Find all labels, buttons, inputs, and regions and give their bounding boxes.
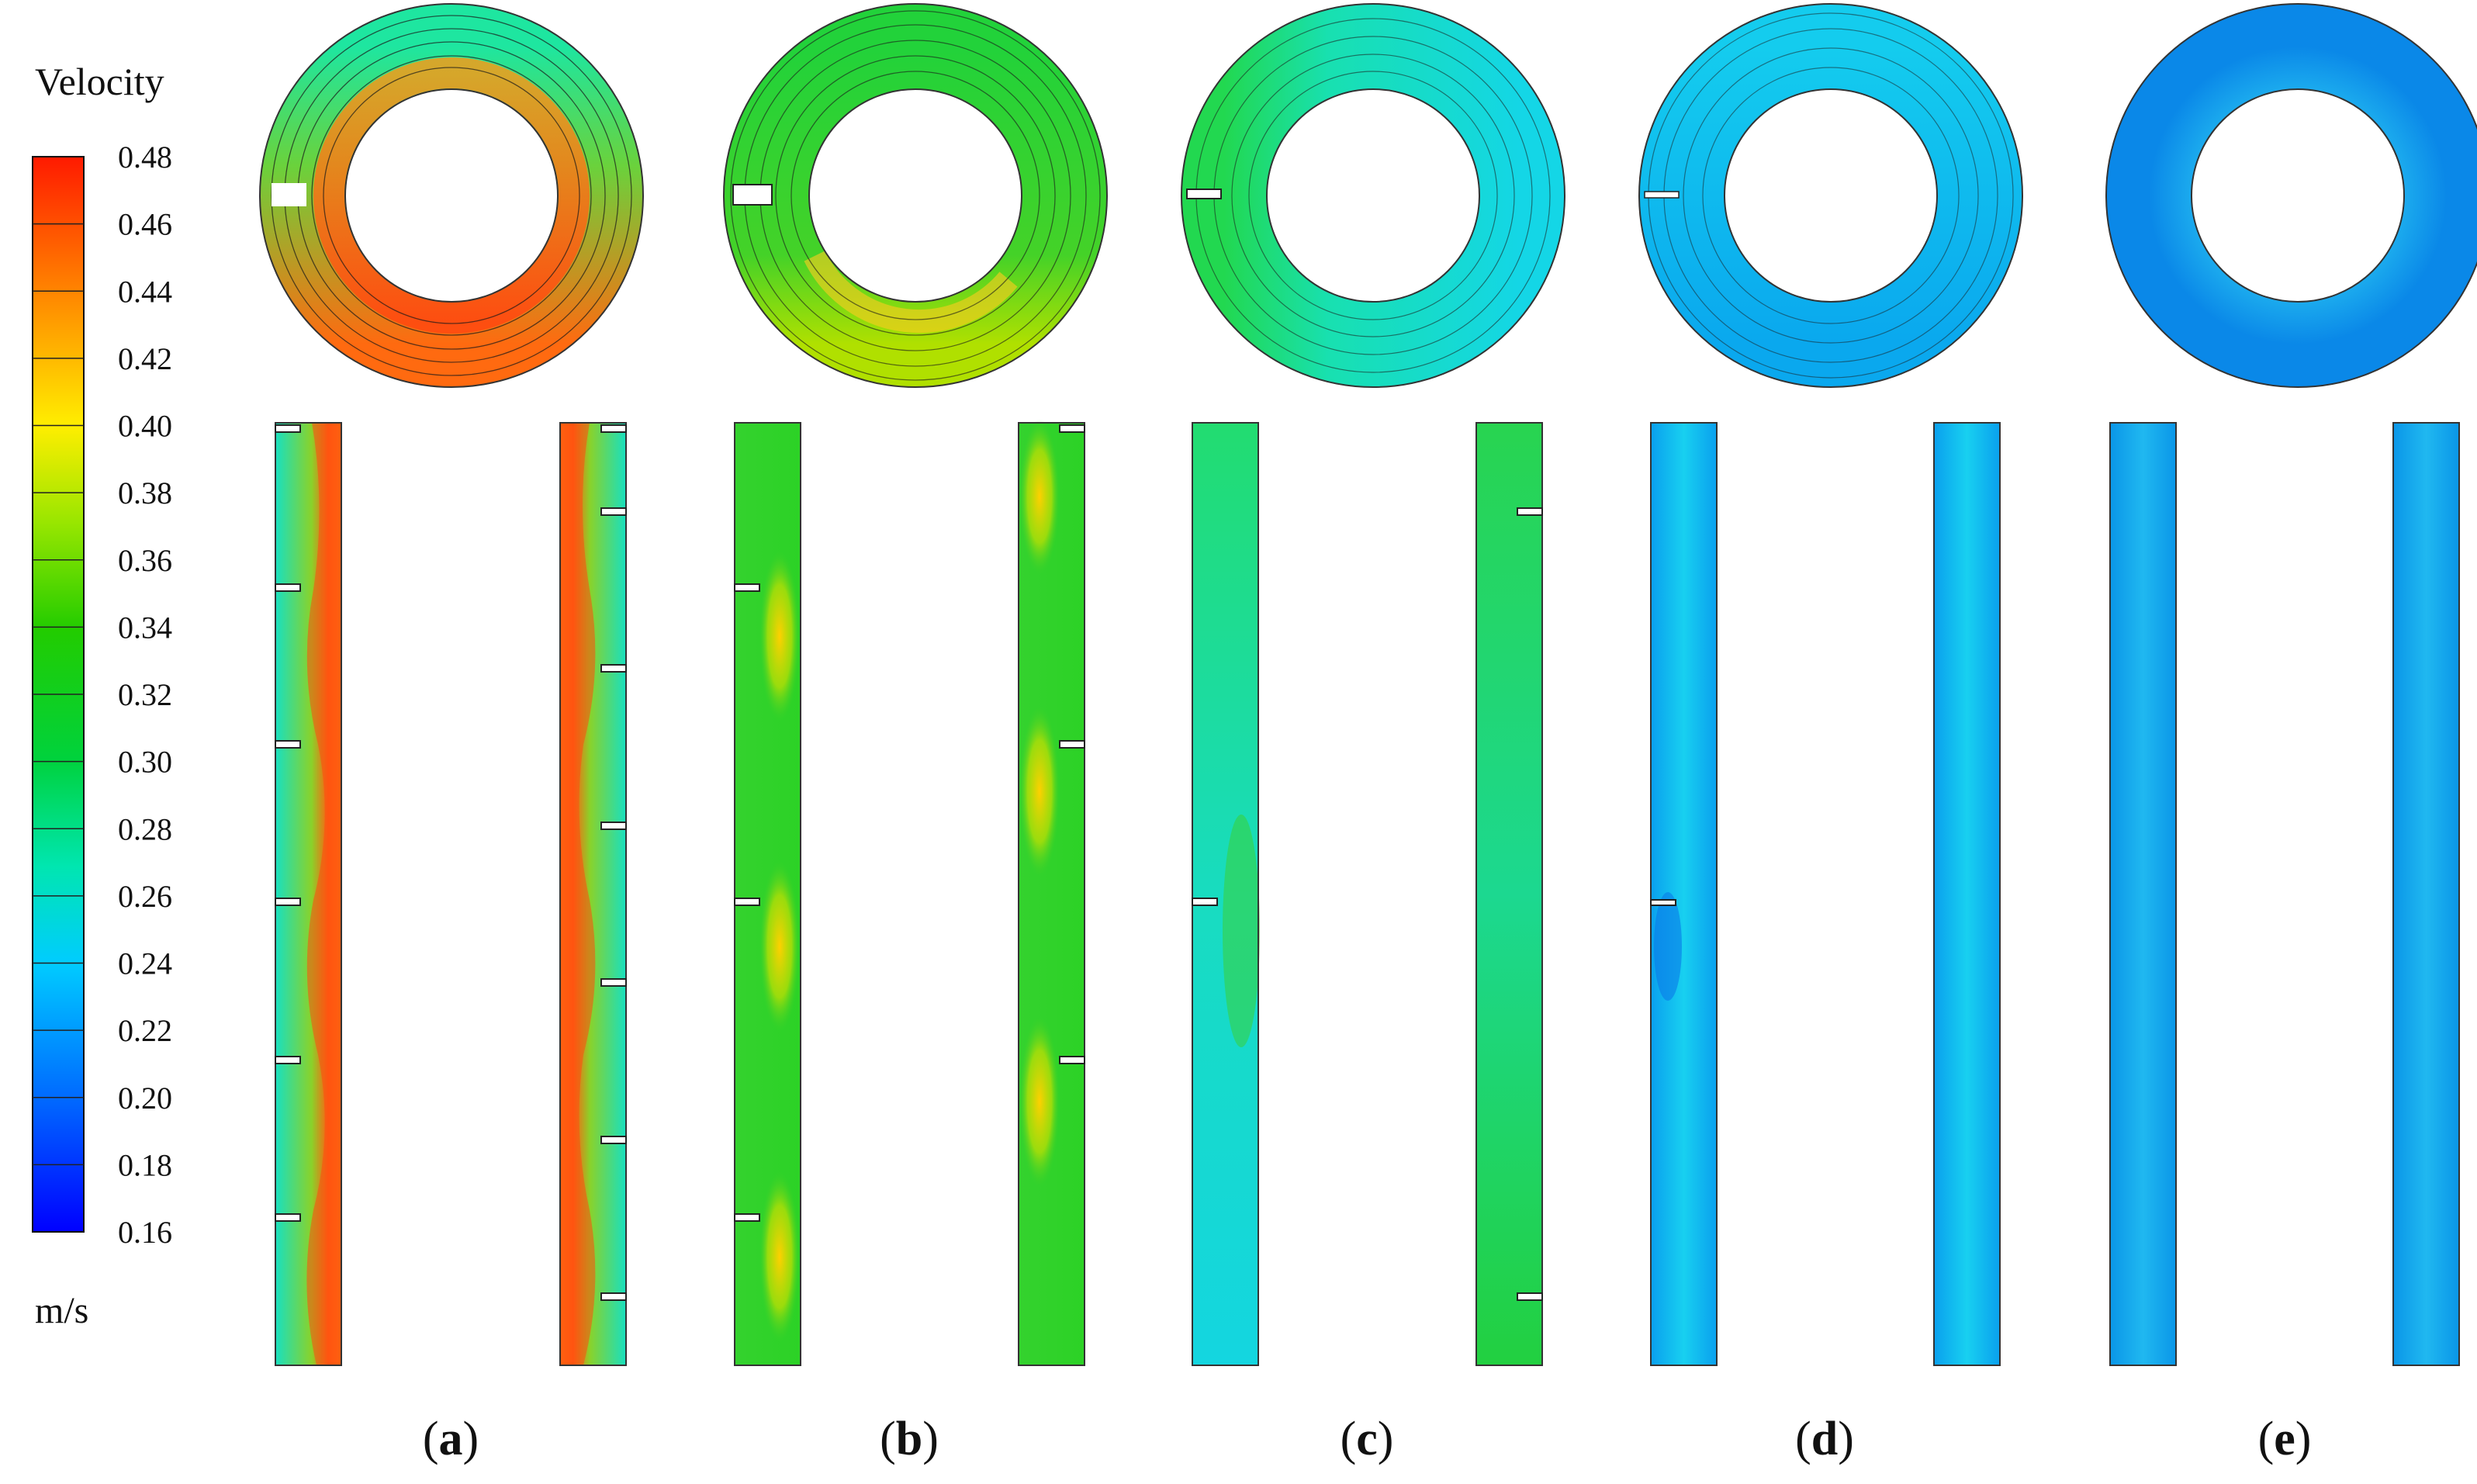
ring-e [2105, 3, 2477, 388]
legend-title: Velocity [35, 60, 164, 103]
ring-b [723, 3, 1108, 388]
colorbar-tick-label: 0.30 [118, 745, 172, 780]
colorbar-tick-label: 0.28 [118, 811, 172, 846]
panel-label-d: (d) [1795, 1413, 1854, 1465]
panel-label-b: (b) [880, 1413, 939, 1465]
panel-labels: (a) (b) (c) (d) (e) [423, 1413, 2312, 1465]
panel-label-c: (c) [1341, 1413, 1394, 1465]
colorbar-tick-label: 0.42 [118, 341, 172, 376]
column-b-right [1018, 419, 1085, 1366]
column-e-left [2109, 422, 2177, 1366]
colorbar-tick-label: 0.32 [118, 677, 172, 712]
colorbar-tick-label: 0.38 [118, 476, 172, 510]
panel-label-e: (e) [2258, 1413, 2312, 1465]
baffles [275, 424, 1676, 1301]
colorbar-tick-label: 0.40 [118, 409, 172, 444]
column-d-left [1650, 422, 1718, 1366]
colorbar-tick-labels: 0.48 0.46 0.44 0.42 0.40 0.38 0.36 0.34 0.32 0.30… [118, 140, 172, 1250]
colorbar-tick-label: 0.24 [118, 946, 172, 981]
ring-c [1181, 3, 1565, 388]
column-a-right [559, 422, 627, 1366]
panel-label-a: (a) [423, 1413, 479, 1465]
color-legend: Velocity 0.48 0.46 0.44 0.42 0.40 0.38 0.36 0.3… [32, 60, 172, 1331]
colorbar-tick-label: 0.20 [118, 1081, 172, 1116]
colorbar-tick-label: 0.34 [118, 610, 172, 645]
colorbar-tick-label: 0.22 [118, 1013, 172, 1048]
column-c-left [1192, 422, 1260, 1366]
column-e-right [2392, 422, 2460, 1366]
colorbar-tick-label: 0.44 [118, 274, 172, 309]
colorbar-tick-label: 0.48 [118, 140, 172, 175]
colorbar-tick-label: 0.26 [118, 879, 172, 914]
colorbar-tick-label: 0.16 [118, 1215, 172, 1250]
column-c-right [1475, 422, 1543, 1366]
ring-a [259, 3, 644, 388]
colorbar-tick-label: 0.46 [118, 207, 172, 242]
colorbar-tick-label: 0.18 [118, 1147, 172, 1182]
column-b-left [734, 422, 801, 1366]
legend-unit: m/s [35, 1290, 88, 1331]
ring-d [1638, 3, 2023, 388]
colorbar-divisions [33, 223, 84, 1166]
column-a-left [275, 422, 342, 1366]
colorbar-tick-label: 0.36 [118, 543, 172, 578]
column-d-right [1933, 422, 2001, 1366]
